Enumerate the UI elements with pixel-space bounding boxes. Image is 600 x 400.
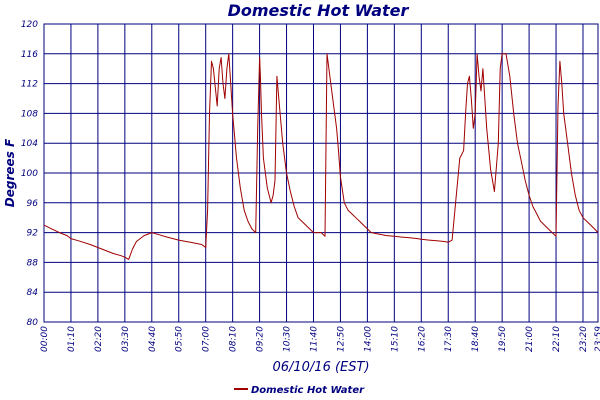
x-tick-label: 14:00 — [363, 326, 373, 352]
x-tick-labels: 00:00 01:10 02:20 03:30 04:40 05:50 07:00 08:10… — [40, 326, 600, 352]
y-tick-label: 100 — [21, 169, 38, 179]
y-tick-labels: 80 84 88 92 96 100 104 108 112 116 120 — [21, 20, 38, 328]
y-tick-label: 108 — [21, 109, 38, 119]
x-tick-label: 15:10 — [390, 326, 400, 352]
y-tick-label: 96 — [27, 199, 39, 209]
legend: Domestic Hot Water — [234, 385, 365, 396]
x-tick-label: 17:30 — [444, 326, 454, 352]
grid-layer — [43, 23, 599, 323]
y-tick-label: 104 — [21, 139, 38, 149]
x-tick-label: 02:20 — [94, 326, 104, 352]
series-line — [43, 53, 599, 260]
y-tick-label: 116 — [21, 50, 38, 60]
y-axis-label: Degrees F — [3, 138, 17, 207]
x-tick-label: 09:20 — [256, 326, 266, 352]
x-tick-label: 10:30 — [283, 326, 293, 352]
x-tick-label: 12:50 — [336, 326, 346, 352]
x-tick-label: 22:10 — [552, 326, 562, 352]
series-layer — [43, 53, 599, 260]
chart-title: Domestic Hot Water — [228, 1, 410, 20]
y-tick-label: 88 — [27, 258, 39, 268]
x-tick-label: 04:40 — [148, 326, 158, 352]
y-tick-label: 120 — [21, 20, 38, 30]
y-tick-label: 92 — [27, 229, 39, 239]
x-tick-label: 16:20 — [417, 326, 427, 352]
x-tick-label: 03:30 — [121, 326, 131, 352]
x-tick-label: 18:40 — [471, 326, 481, 352]
x-axis-label: 06/10/16 (EST) — [272, 360, 369, 375]
x-tick-label: 19:50 — [498, 326, 508, 352]
x-tick-label: 07:00 — [202, 326, 212, 352]
x-tick-label: 01:10 — [67, 326, 77, 352]
x-tick-label: 23:59 — [594, 326, 600, 352]
y-tick-label: 80 — [27, 318, 39, 328]
x-tick-label: 05:50 — [175, 326, 185, 352]
y-tick-label: 112 — [21, 80, 38, 90]
x-tick-label: 11:40 — [309, 326, 319, 352]
x-tick-label: 00:00 — [40, 326, 50, 352]
legend-label: Domestic Hot Water — [251, 385, 365, 396]
x-tick-label: 21:00 — [525, 326, 535, 352]
y-tick-label: 84 — [27, 288, 39, 298]
x-tick-label: 23:20 — [579, 326, 589, 352]
x-tick-label: 08:10 — [229, 326, 239, 352]
plot-frame — [43, 23, 599, 323]
